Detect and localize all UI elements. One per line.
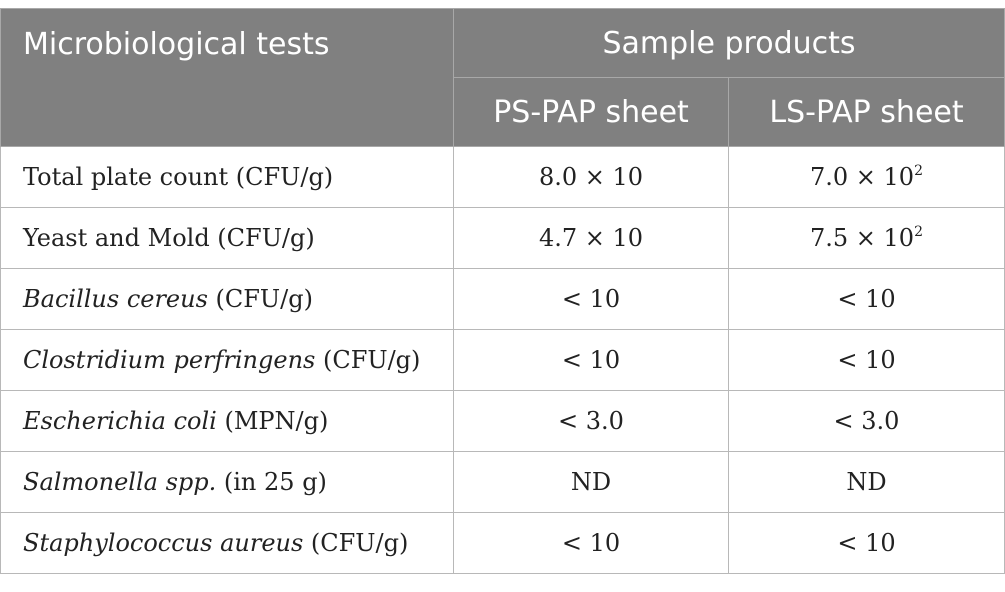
test-name-text: Total plate count (CFU/g) (23, 163, 333, 191)
ls-value-text: 7.5 × 10 (810, 224, 914, 252)
test-name-italic: Salmonella spp. (23, 468, 216, 496)
table-row: Clostridium perfringens (CFU/g) < 10 < 1… (1, 330, 1005, 391)
test-name: Staphylococcus aureus (CFU/g) (1, 513, 454, 574)
ls-value-text: < 3.0 (834, 407, 900, 435)
test-name-italic: Escherichia coli (23, 407, 217, 435)
test-name: Escherichia coli (MPN/g) (1, 391, 454, 452)
ps-value-text: < 10 (562, 346, 620, 374)
test-name-text: (MPN/g) (217, 407, 329, 435)
test-name-italic: Clostridium perfringens (23, 346, 315, 374)
ls-exponent: 2 (914, 224, 923, 240)
header-ls-pap: LS-PAP sheet (729, 78, 1005, 147)
test-name-text: (in 25 g) (216, 468, 327, 496)
test-name-text: (CFU/g) (315, 346, 420, 374)
test-name-text: (CFU/g) (208, 285, 313, 313)
ps-value-text: < 3.0 (558, 407, 624, 435)
ls-value: < 10 (729, 513, 1005, 574)
ls-value: 7.5 × 102 (729, 208, 1005, 269)
header-tests: Microbiological tests (1, 9, 454, 147)
ps-value-text: 8.0 × 10 (539, 163, 643, 191)
ls-value-text: < 10 (837, 285, 895, 313)
test-name: Clostridium perfringens (CFU/g) (1, 330, 454, 391)
test-name-text: Yeast and Mold (CFU/g) (23, 224, 315, 252)
test-name: Yeast and Mold (CFU/g) (1, 208, 454, 269)
table-row: Escherichia coli (MPN/g) < 3.0 < 3.0 (1, 391, 1005, 452)
table-row: Yeast and Mold (CFU/g) 4.7 × 10 7.5 × 10… (1, 208, 1005, 269)
test-name: Total plate count (CFU/g) (1, 147, 454, 208)
ls-value-text: ND (846, 468, 886, 496)
ps-value: < 10 (454, 330, 729, 391)
test-name: Salmonella spp. (in 25 g) (1, 452, 454, 513)
test-name-text: (CFU/g) (303, 529, 408, 557)
header-sample-products: Sample products (454, 9, 1005, 78)
ls-value: ND (729, 452, 1005, 513)
table-row: Total plate count (CFU/g) 8.0 × 10 7.0 ×… (1, 147, 1005, 208)
ps-value: < 3.0 (454, 391, 729, 452)
ps-value: < 10 (454, 269, 729, 330)
ps-value-text: ND (571, 468, 611, 496)
test-name-italic: Staphylococcus aureus (23, 529, 303, 557)
ps-value: 8.0 × 10 (454, 147, 729, 208)
header-row: Microbiological tests Sample products (1, 9, 1005, 78)
ps-value-text: 4.7 × 10 (539, 224, 643, 252)
table-row: Bacillus cereus (CFU/g) < 10 < 10 (1, 269, 1005, 330)
ps-value: < 10 (454, 513, 729, 574)
ls-value-text: < 10 (837, 529, 895, 557)
ls-exponent: 2 (914, 163, 923, 179)
table-row: Staphylococcus aureus (CFU/g) < 10 < 10 (1, 513, 1005, 574)
test-name-italic: Bacillus cereus (23, 285, 208, 313)
ps-value: 4.7 × 10 (454, 208, 729, 269)
ls-value: < 3.0 (729, 391, 1005, 452)
test-name: Bacillus cereus (CFU/g) (1, 269, 454, 330)
header-ps-pap: PS-PAP sheet (454, 78, 729, 147)
ps-value-text: < 10 (562, 285, 620, 313)
ls-value-text: < 10 (837, 346, 895, 374)
ls-value: < 10 (729, 269, 1005, 330)
ps-value-text: < 10 (562, 529, 620, 557)
ls-value: < 10 (729, 330, 1005, 391)
ls-value: 7.0 × 102 (729, 147, 1005, 208)
ps-value: ND (454, 452, 729, 513)
table-row: Salmonella spp. (in 25 g) ND ND (1, 452, 1005, 513)
ls-value-text: 7.0 × 10 (810, 163, 914, 191)
microbiological-table: Microbiological tests Sample products PS… (0, 8, 1005, 574)
